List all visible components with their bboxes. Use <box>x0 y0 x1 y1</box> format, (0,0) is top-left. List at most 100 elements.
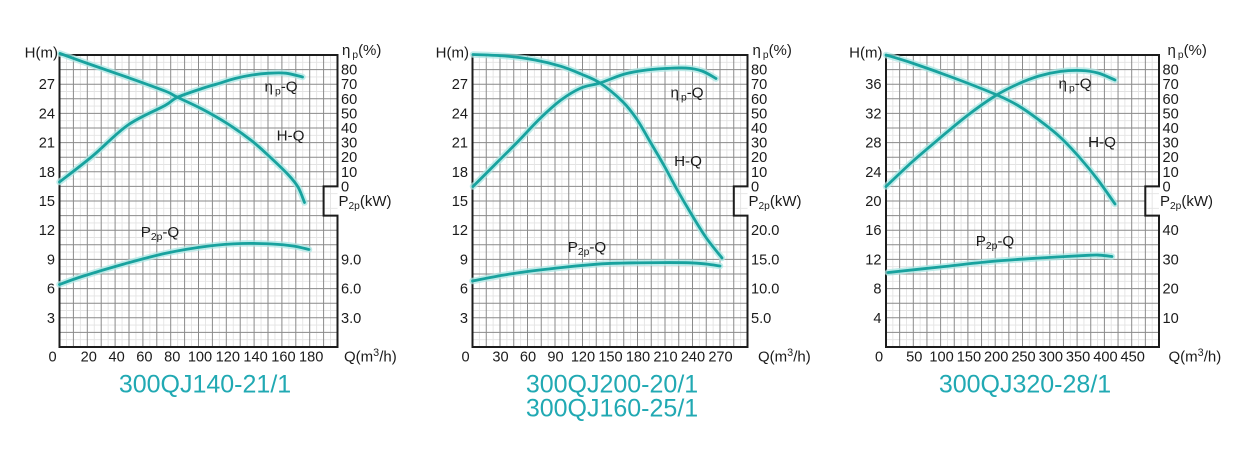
svg-text:30: 30 <box>341 136 357 152</box>
svg-text:18: 18 <box>39 165 55 181</box>
svg-text:270: 270 <box>708 350 732 366</box>
svg-text:20: 20 <box>1163 150 1179 166</box>
svg-text:P2p(kW): P2p(kW) <box>1160 193 1213 212</box>
svg-text:50: 50 <box>341 106 357 122</box>
svg-text:Q(m3/h): Q(m3/h) <box>758 347 811 366</box>
svg-text:300QJ320-28/1: 300QJ320-28/1 <box>939 371 1111 399</box>
svg-text:40: 40 <box>1163 121 1179 137</box>
svg-text:0: 0 <box>48 350 56 366</box>
svg-text:120: 120 <box>216 350 240 366</box>
svg-text:15: 15 <box>452 194 468 210</box>
svg-text:120: 120 <box>571 350 595 366</box>
svg-text:90: 90 <box>547 350 563 366</box>
svg-text:18: 18 <box>452 165 468 181</box>
svg-text:16: 16 <box>865 223 881 239</box>
svg-text:40: 40 <box>1163 223 1179 239</box>
svg-text:300QJ160-25/1: 300QJ160-25/1 <box>526 395 698 423</box>
svg-text:240: 240 <box>681 350 705 366</box>
svg-text:9.0: 9.0 <box>341 252 361 268</box>
svg-text:0: 0 <box>1163 179 1171 195</box>
svg-text:80: 80 <box>751 63 767 79</box>
svg-text:100: 100 <box>188 350 212 366</box>
svg-text:27: 27 <box>452 77 468 93</box>
svg-text:10.0: 10.0 <box>751 282 779 298</box>
svg-text:80: 80 <box>1163 63 1179 79</box>
svg-text:η p(%): η p(%) <box>1168 42 1207 61</box>
svg-text:H-Q: H-Q <box>277 128 305 145</box>
svg-text:350: 350 <box>1066 350 1090 366</box>
svg-text:η p(%): η p(%) <box>342 42 381 61</box>
svg-text:P2p(kW): P2p(kW) <box>749 193 802 212</box>
svg-text:24: 24 <box>39 106 55 122</box>
svg-text:η p-Q: η p-Q <box>1058 76 1091 95</box>
svg-text:0: 0 <box>751 179 759 195</box>
svg-text:20: 20 <box>865 194 881 210</box>
svg-text:4: 4 <box>873 311 881 327</box>
svg-text:140: 140 <box>243 350 267 366</box>
svg-text:24: 24 <box>452 106 468 122</box>
svg-text:9: 9 <box>460 252 468 268</box>
svg-text:36: 36 <box>865 77 881 93</box>
svg-text:180: 180 <box>626 350 650 366</box>
svg-text:H(m): H(m) <box>436 45 469 62</box>
svg-text:32: 32 <box>865 106 881 122</box>
svg-text:20: 20 <box>81 350 97 366</box>
svg-text:21: 21 <box>39 136 55 152</box>
svg-text:10: 10 <box>751 165 767 181</box>
svg-text:30: 30 <box>492 350 508 366</box>
svg-text:21: 21 <box>452 136 468 152</box>
svg-text:3: 3 <box>47 311 55 327</box>
svg-text:250: 250 <box>1011 350 1035 366</box>
svg-text:H-Q: H-Q <box>674 153 702 170</box>
svg-text:300QJ200-20/1: 300QJ200-20/1 <box>526 371 698 399</box>
svg-text:P2p-Q: P2p-Q <box>976 233 1015 252</box>
svg-text:20: 20 <box>341 150 357 166</box>
svg-text:150: 150 <box>957 350 981 366</box>
svg-text:70: 70 <box>1163 77 1179 93</box>
svg-text:200: 200 <box>984 350 1008 366</box>
svg-text:30: 30 <box>1163 136 1179 152</box>
svg-text:60: 60 <box>136 350 152 366</box>
svg-text:η p(%): η p(%) <box>753 42 792 61</box>
svg-text:3: 3 <box>460 311 468 327</box>
svg-text:12: 12 <box>865 252 881 268</box>
svg-text:80: 80 <box>341 63 357 79</box>
svg-text:P2p-Q: P2p-Q <box>568 239 607 258</box>
svg-text:0: 0 <box>875 350 883 366</box>
svg-text:H-Q: H-Q <box>1088 134 1116 151</box>
svg-text:6: 6 <box>460 282 468 298</box>
svg-text:12: 12 <box>39 223 55 239</box>
svg-text:300QJ140-21/1: 300QJ140-21/1 <box>119 371 291 399</box>
svg-text:40: 40 <box>341 121 357 137</box>
svg-text:η p-Q: η p-Q <box>264 79 297 98</box>
svg-text:9: 9 <box>47 252 55 268</box>
svg-text:Q(m3/h): Q(m3/h) <box>344 347 397 366</box>
svg-text:80: 80 <box>164 350 180 366</box>
svg-text:15: 15 <box>39 194 55 210</box>
svg-text:60: 60 <box>751 92 767 108</box>
svg-text:10: 10 <box>341 165 357 181</box>
svg-text:50: 50 <box>751 106 767 122</box>
svg-text:40: 40 <box>751 121 767 137</box>
svg-text:3.0: 3.0 <box>341 311 361 327</box>
svg-text:50: 50 <box>1163 106 1179 122</box>
svg-text:300: 300 <box>1039 350 1063 366</box>
svg-text:150: 150 <box>598 350 622 366</box>
svg-text:100: 100 <box>929 350 953 366</box>
svg-text:30: 30 <box>751 136 767 152</box>
svg-text:H(m): H(m) <box>25 45 58 62</box>
svg-text:P2p-Q: P2p-Q <box>141 224 180 243</box>
svg-text:20.0: 20.0 <box>751 223 779 239</box>
svg-text:5.0: 5.0 <box>751 311 771 327</box>
svg-text:180: 180 <box>299 350 323 366</box>
svg-text:24: 24 <box>865 165 881 181</box>
svg-text:450: 450 <box>1121 350 1145 366</box>
svg-text:40: 40 <box>108 350 124 366</box>
svg-text:0: 0 <box>461 350 469 366</box>
svg-text:28: 28 <box>865 136 881 152</box>
svg-text:0: 0 <box>341 179 349 195</box>
svg-text:8: 8 <box>873 282 881 298</box>
svg-text:60: 60 <box>520 350 536 366</box>
svg-text:10: 10 <box>1163 311 1179 327</box>
svg-text:H(m): H(m) <box>849 45 882 62</box>
